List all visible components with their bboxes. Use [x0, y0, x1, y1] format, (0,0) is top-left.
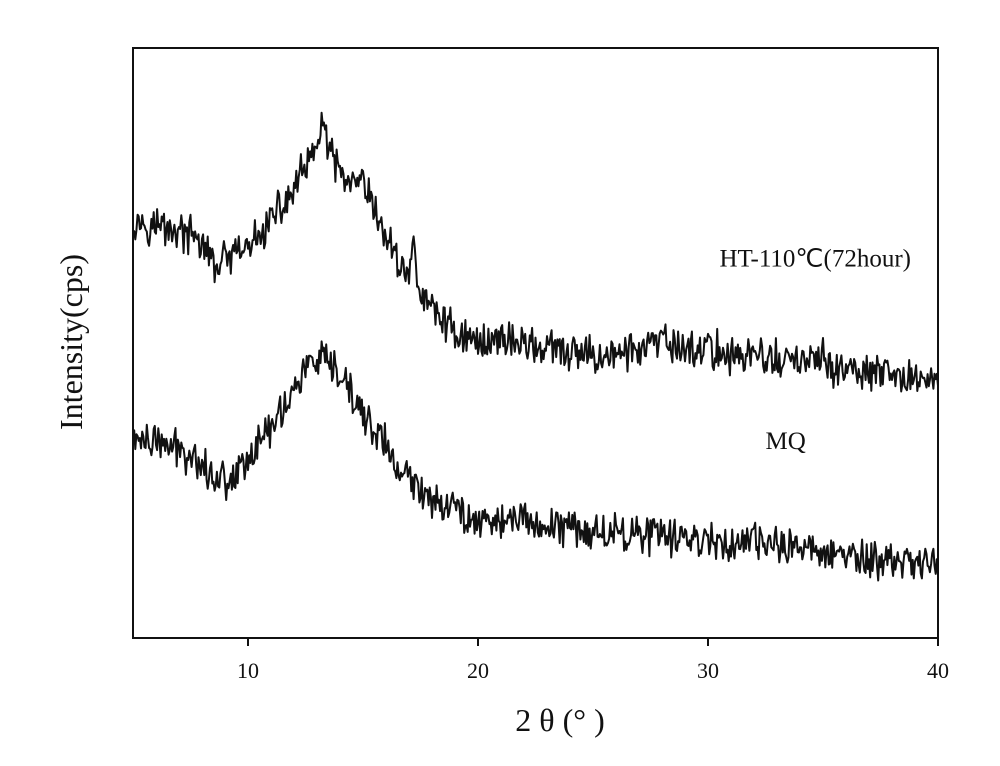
- series-line-mq: [132, 340, 939, 582]
- x-ticks: 10 20 30 40: [237, 638, 949, 683]
- series-layer: [132, 111, 939, 582]
- x-tick-label: 10: [237, 658, 259, 683]
- series-label-ht-110: HT-110℃(72hour): [720, 245, 911, 272]
- x-tick-label: 40: [927, 658, 949, 683]
- plot-frame: [132, 47, 939, 639]
- x-axis-title: 2 θ (° ): [515, 702, 604, 738]
- x-tick-label: 20: [467, 658, 489, 683]
- series-line-ht-110: [132, 111, 939, 393]
- annotation-layer: HT-110℃(72hour) MQ: [720, 245, 911, 455]
- series-label-mq: MQ: [766, 428, 806, 455]
- x-tick-label: 30: [697, 658, 719, 683]
- y-axis-title: Intensity(cps): [53, 254, 89, 430]
